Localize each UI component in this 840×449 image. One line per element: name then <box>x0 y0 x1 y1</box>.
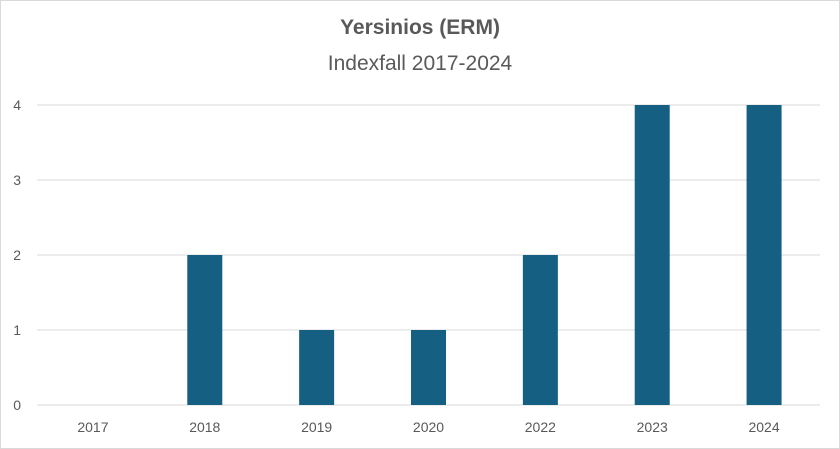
x-tick-label: 2023 <box>637 419 668 435</box>
x-tick-label: 2024 <box>748 419 779 435</box>
y-tick-label: 1 <box>13 322 21 338</box>
bar-2024 <box>746 105 782 405</box>
x-tick-label: 2022 <box>525 419 556 435</box>
x-tick-label: 2019 <box>301 419 332 435</box>
x-tick-label: 2018 <box>189 419 220 435</box>
chart-subtitle: Indexfall 2017-2024 <box>327 52 513 75</box>
y-tick-label: 2 <box>13 247 21 263</box>
y-tick-label: 0 <box>13 397 21 413</box>
x-tick-label: 2020 <box>413 419 444 435</box>
bar-2023 <box>634 105 670 405</box>
bar-2022 <box>522 255 558 405</box>
y-tick-label: 3 <box>13 172 21 188</box>
y-tick-label: 4 <box>13 97 21 113</box>
bar-2020 <box>411 330 446 405</box>
bar-2019 <box>299 330 335 405</box>
x-tick-label: 2017 <box>77 419 108 435</box>
bar-2018 <box>187 255 223 405</box>
chart-title: Yersinios (ERM) <box>340 16 500 39</box>
